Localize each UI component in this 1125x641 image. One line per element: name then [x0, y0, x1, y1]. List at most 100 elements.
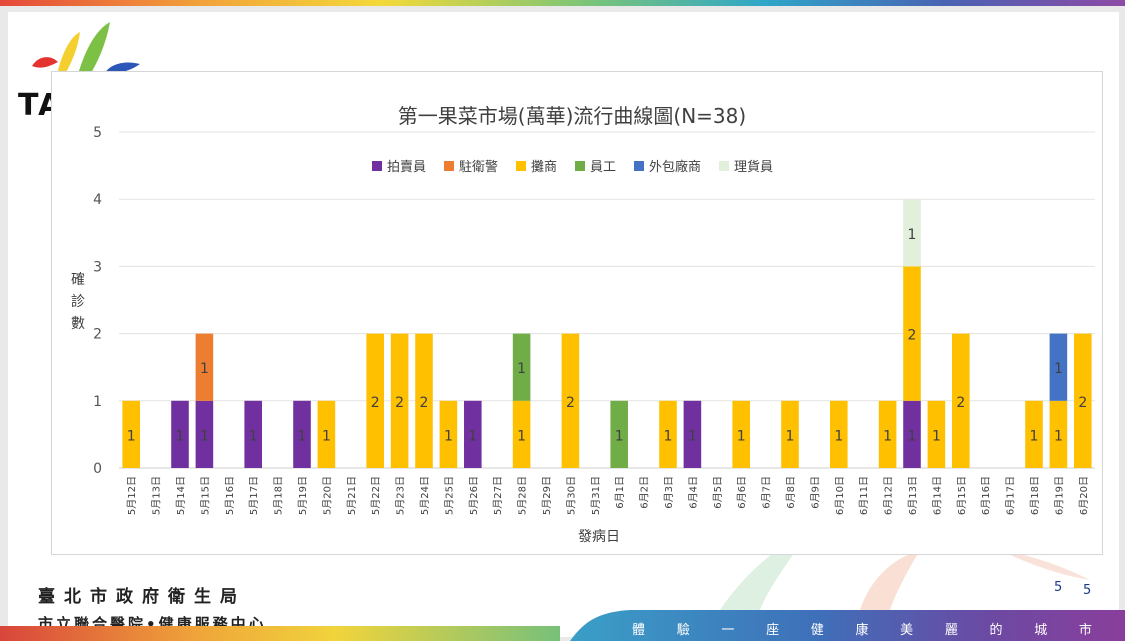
- slogan-char: 康: [855, 623, 869, 638]
- bar-segment: [195, 333, 214, 401]
- bar-segment: [317, 400, 336, 468]
- bar-segment: [293, 400, 311, 468]
- bar-segment: [366, 333, 384, 468]
- slogan-char: 健: [810, 623, 824, 638]
- y-tick-label: 5: [93, 125, 102, 141]
- legend-swatch: [634, 161, 644, 171]
- x-tick-label: 5月14日: [175, 476, 187, 515]
- bar-segment: [1025, 400, 1043, 468]
- x-tick-label: 5月17日: [248, 476, 260, 515]
- x-tick-label: 6月5日: [712, 476, 724, 509]
- bar-data-label: 1: [908, 428, 917, 444]
- x-tick-label: 5月13日: [151, 476, 163, 515]
- bar-data-label: 1: [249, 428, 258, 444]
- bar-segment: [903, 266, 921, 401]
- bar-data-label: 2: [371, 395, 380, 411]
- bar-segment: [561, 333, 580, 468]
- chart-title: 第一果菜市場(萬華)流行曲線圖(N=38): [398, 104, 746, 128]
- x-tick-label: 6月2日: [639, 476, 651, 509]
- bar-data-label: 1: [1030, 428, 1039, 444]
- bar-segment: [830, 400, 848, 468]
- bar-data-label: 2: [908, 328, 917, 344]
- slogan-char: 麗: [944, 623, 958, 638]
- bar-segment: [952, 333, 970, 468]
- bar-data-label: 1: [298, 428, 307, 444]
- bar-data-label: 1: [615, 428, 624, 444]
- top-color-bar: [0, 0, 1125, 6]
- org-name: 臺北市政府衛生局: [38, 587, 246, 607]
- bar-data-label: 1: [517, 428, 526, 444]
- x-tick-label: 5月29日: [541, 476, 553, 515]
- bar-segment: [1074, 333, 1092, 468]
- x-tick-label: 6月3日: [663, 476, 675, 509]
- bar-data-label: 1: [932, 428, 941, 444]
- bar-segment: [122, 400, 140, 468]
- y-tick-label: 1: [93, 394, 102, 410]
- x-tick-label: 6月12日: [883, 476, 895, 515]
- bar-data-label: 1: [834, 428, 843, 444]
- bar-segment: [927, 400, 946, 468]
- legend-swatch: [719, 161, 729, 171]
- bar-data-label: 1: [883, 428, 892, 444]
- legend-swatch: [372, 161, 382, 171]
- x-axis-label: 發病日: [578, 529, 620, 545]
- y-tick-label: 3: [93, 259, 102, 275]
- bar-segment: [903, 400, 921, 468]
- x-tick-label: 6月11日: [858, 476, 870, 515]
- bar-segment: [439, 400, 458, 468]
- bar-data-label: 2: [566, 395, 575, 411]
- x-tick-label: 6月19日: [1053, 476, 1065, 515]
- slogan-char: 驗: [676, 623, 690, 638]
- legend-label: 員工: [590, 160, 616, 175]
- bar-data-label: 1: [1054, 428, 1063, 444]
- epidemic-curve-chart: 第一果菜市場(萬華)流行曲線圖(N=38) 0 1 2 3 4 5 確診數 拍賣員 駐衛警 攤商 員工…: [71, 104, 1095, 545]
- x-tick-label: 6月9日: [809, 476, 821, 509]
- slogan-text: 體驗一座健康美麗的城市: [632, 619, 1092, 638]
- x-tick-label: 5月31日: [590, 476, 602, 515]
- bar-data-label: 2: [1078, 395, 1087, 411]
- legend-swatch: [516, 161, 526, 171]
- x-tick-label: 6月14日: [931, 476, 943, 515]
- bar-data-label: 1: [200, 361, 209, 377]
- y-axis-label-char: 數: [71, 316, 85, 332]
- bar-data-label: 1: [908, 227, 917, 243]
- x-tick-label: 6月18日: [1029, 476, 1041, 515]
- bar-data-label: 1: [176, 428, 185, 444]
- legend-swatch: [575, 161, 585, 171]
- bar-data-label: 1: [322, 428, 331, 444]
- bar-segment: [415, 333, 433, 468]
- x-tick-label: 5月30日: [565, 476, 577, 515]
- slogan-char: 美: [900, 623, 914, 638]
- y-axis-label-char: 確: [71, 272, 85, 288]
- x-tick-label: 5月19日: [297, 476, 309, 515]
- x-tick-label: 5月26日: [468, 476, 480, 515]
- x-tick-label: 6月20日: [1078, 476, 1090, 515]
- x-tick-label: 5月12日: [126, 476, 138, 515]
- x-tick-label: 6月16日: [980, 476, 992, 515]
- page-number: 5: [1054, 580, 1063, 595]
- x-tick-label: 5月20日: [321, 476, 333, 515]
- bar-data-label: 1: [688, 428, 697, 444]
- bar-segment: [903, 199, 921, 267]
- bar-data-label: 1: [786, 428, 795, 444]
- x-tick-label: 6月13日: [907, 476, 919, 515]
- x-tick-label: 6月17日: [1005, 476, 1017, 515]
- slogan-char: 城: [1034, 623, 1048, 638]
- x-tick-label: 5月22日: [370, 476, 382, 515]
- x-tick-label: 5月24日: [419, 476, 431, 515]
- bar-segment: [512, 333, 531, 401]
- bar-segment: [390, 333, 409, 468]
- bar-data-label: 1: [127, 428, 136, 444]
- bar-data-label: 1: [468, 428, 477, 444]
- bar-segment: [171, 400, 189, 468]
- legend-label: 拍賣員: [387, 160, 426, 175]
- bar-data-label: 1: [1054, 361, 1063, 377]
- bar-segment: [512, 400, 531, 468]
- slogan-char: 座: [766, 623, 780, 638]
- slogan-char: 的: [989, 623, 1003, 638]
- bar-segment: [195, 400, 214, 468]
- x-tick-label: 5月23日: [395, 476, 407, 515]
- bar-data-label: 2: [956, 395, 965, 411]
- y-tick-label: 0: [93, 461, 102, 477]
- x-tick-label: 6月15日: [956, 476, 968, 515]
